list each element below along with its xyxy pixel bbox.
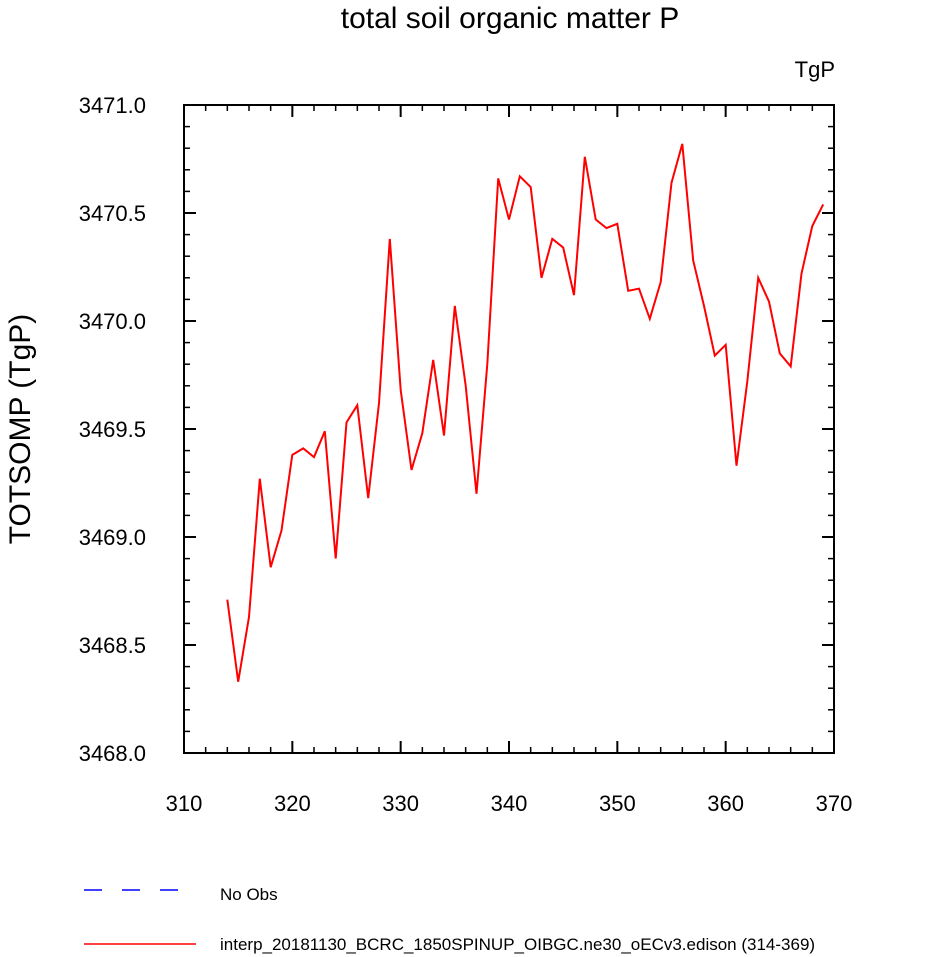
legend-label-no-obs: No Obs (220, 885, 278, 904)
x-tick-label: 310 (166, 791, 203, 816)
minor-ticks (183, 104, 835, 754)
series-line (226, 143, 825, 682)
y-tick-labels: 3468.0 3468.5 3469.0 3469.5 3470.0 3470.5 3471… (79, 93, 146, 766)
chart-title: total soil organic matter P (341, 2, 679, 35)
y-tick-label: 3471.0 (79, 93, 146, 118)
x-tick-label: 370 (816, 791, 853, 816)
x-tick-label: 320 (274, 791, 311, 816)
major-ticks (183, 104, 835, 754)
legend: No Obs interp_20181130_BCRC_1850SPINUP_O… (84, 885, 815, 954)
y-tick-label: 3470.5 (79, 201, 146, 226)
x-tick-label: 350 (599, 791, 636, 816)
x-tick-label: 360 (707, 791, 744, 816)
y-tick-label: 3468.0 (79, 741, 146, 766)
legend-label-model: interp_20181130_BCRC_1850SPINUP_OIBGC.ne… (220, 935, 815, 954)
y-tick-label: 3468.5 (79, 633, 146, 658)
x-tick-labels: 310 320 330 340 350 360 370 (166, 791, 853, 816)
plot-frame (183, 104, 835, 754)
x-tick-label: 330 (382, 791, 419, 816)
y-tick-label: 3469.0 (79, 525, 146, 550)
x-tick-label: 340 (491, 791, 528, 816)
units-label: TgP (795, 57, 835, 82)
y-tick-label: 3470.0 (79, 309, 146, 334)
y-tick-label: 3469.5 (79, 417, 146, 442)
y-axis-label: TOTSOMP (TgP) (4, 314, 37, 545)
